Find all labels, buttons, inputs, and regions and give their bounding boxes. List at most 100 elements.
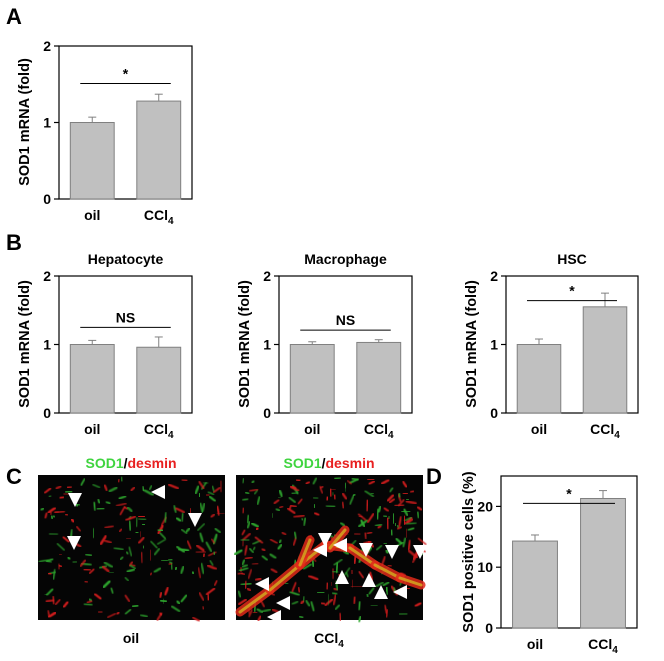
colocalization-band: [268, 563, 302, 592]
stain-fiber: [175, 507, 186, 514]
stain-fiber: [99, 534, 108, 546]
stain-fiber: [407, 539, 412, 551]
stain-fiber: [201, 502, 206, 513]
stain-fiber: [92, 501, 97, 512]
stain-fiber: [405, 498, 410, 501]
stain-fiber: [252, 546, 256, 551]
stain-fiber: [269, 538, 278, 544]
stain-fiber: [365, 499, 369, 512]
stain-fiber: [250, 479, 256, 484]
stain-fiber: [179, 565, 185, 575]
stain-fiber: [251, 562, 259, 566]
bar-0: [289, 344, 335, 414]
stain-fiber: [150, 540, 158, 549]
stain-fiber: [149, 572, 153, 576]
panel-label-a: A: [6, 4, 22, 29]
stain-fiber: [352, 493, 357, 497]
bar-0: [69, 122, 115, 200]
stain-fiber: [52, 569, 56, 580]
y-tick-label: 1: [263, 337, 271, 353]
stain-fiber: [359, 519, 366, 528]
arrowhead-icon: [255, 577, 269, 591]
y-tick-label: 2: [490, 268, 498, 284]
stain-fiber: [390, 528, 394, 537]
x-tick-label: CCl4: [144, 421, 174, 441]
stain-fiber: [128, 546, 133, 557]
stain-fiber: [405, 522, 417, 526]
stain-fiber: [349, 494, 355, 505]
stain-label-sod1: SOD1: [85, 455, 123, 471]
stain-fiber: [254, 577, 263, 582]
stain-fiber: [172, 504, 178, 514]
stain-fiber: [289, 485, 297, 490]
stain-fiber: [197, 567, 202, 579]
y-tick-label: 0: [43, 405, 51, 421]
stain-fiber: [246, 587, 252, 592]
stain-fiber: [115, 502, 127, 507]
stain-fiber: [298, 615, 304, 619]
chart-title: Hepatocyte: [88, 251, 164, 267]
stain-fiber: [253, 489, 259, 495]
stain-fiber: [55, 485, 62, 490]
stain-fiber: [386, 493, 395, 502]
stain-fiber: [92, 483, 101, 489]
stain-fiber: [54, 598, 61, 606]
y-axis-title: SOD1 mRNA (fold): [237, 280, 253, 408]
stain-fiber: [345, 571, 350, 578]
stain-fiber: [137, 515, 146, 518]
stain-fiber: [256, 496, 261, 506]
stain-fiber: [156, 528, 164, 532]
stain-fiber: [140, 551, 143, 564]
stain-fiber: [293, 514, 305, 519]
stain-fiber: [206, 564, 218, 571]
stain-fiber: [377, 505, 382, 514]
stain-fiber: [137, 536, 146, 545]
stain-fiber: [110, 587, 114, 594]
stain-fiber: [334, 604, 341, 611]
stain-fiber: [125, 515, 137, 522]
bar-0: [512, 540, 558, 629]
stain-fiber: [273, 499, 280, 505]
stain-fiber: [325, 581, 329, 591]
y-axis-title: SOD1 mRNA (fold): [464, 280, 480, 408]
bar-1: [136, 100, 182, 200]
significance-label: *: [566, 485, 572, 501]
stain-fiber: [341, 492, 348, 500]
stain-fiber: [48, 494, 52, 498]
stain-fiber: [329, 488, 332, 497]
stain-fiber: [385, 587, 389, 596]
stain-fiber: [403, 516, 413, 526]
stain-fiber: [339, 521, 346, 527]
stain-fiber: [331, 591, 338, 596]
stain-fiber: [66, 485, 73, 489]
charts-layer: 0 1 2 SOD1 mRNA (fold) oil CCl4 * 0 1 2 SOD1 mRNA …: [17, 38, 639, 656]
stain-fiber: [129, 564, 137, 570]
stain-fiber: [64, 513, 69, 517]
y-tick-label: 1: [43, 115, 51, 131]
stain-fiber: [248, 488, 259, 492]
stain-fiber: [247, 568, 253, 580]
stain-fiber: [244, 580, 248, 590]
stain-fiber: [402, 515, 407, 526]
stain-fiber: [202, 552, 206, 558]
stain-fiber: [45, 557, 54, 563]
colocalization-band: [348, 546, 377, 567]
stain-fiber: [45, 588, 54, 596]
stain-fiber: [311, 559, 315, 568]
stain-separator: /: [322, 455, 326, 471]
stain-fiber: [277, 543, 283, 551]
stain-fiber: [397, 515, 403, 528]
y-tick-label: 20: [477, 498, 493, 514]
stain-fiber: [237, 572, 244, 576]
arrowhead-icon: [276, 596, 290, 610]
arrowhead-icon: [335, 570, 349, 584]
stain-fiber: [159, 532, 167, 540]
stain-fiber: [43, 511, 49, 519]
stain-fiber: [135, 517, 138, 528]
stain-fiber: [383, 506, 390, 513]
bar-0: [69, 344, 115, 414]
stain-fiber: [75, 503, 81, 506]
x-tick-label: CCl4: [364, 421, 394, 441]
stain-fiber: [271, 608, 280, 614]
